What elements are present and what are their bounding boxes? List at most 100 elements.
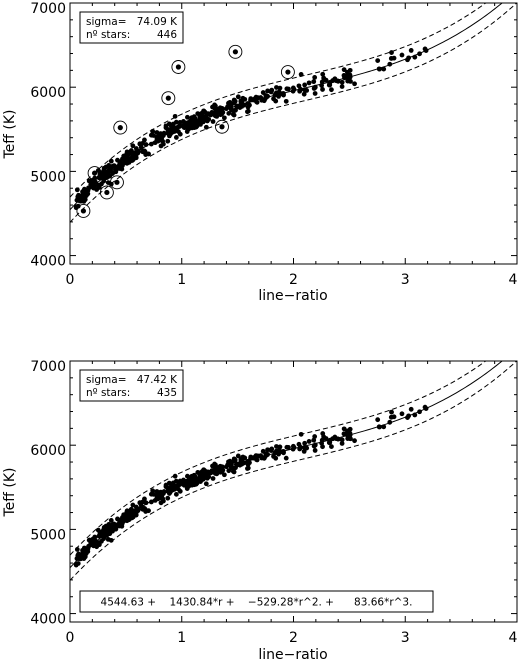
data-point	[226, 110, 232, 116]
data-point	[232, 108, 238, 113]
fit-lower-bound	[70, 3, 517, 223]
y-axis-title: Teff (K)	[2, 110, 18, 160]
data-point	[104, 189, 110, 196]
x-tick-label: 4	[509, 272, 518, 288]
data-point	[165, 138, 171, 144]
data-point	[124, 149, 130, 155]
data-point	[237, 102, 243, 108]
data-point	[129, 152, 135, 157]
data-point	[245, 465, 251, 471]
data-point	[298, 72, 304, 77]
data-point	[85, 191, 91, 197]
data-point	[110, 171, 115, 177]
data-point	[212, 461, 217, 467]
data-point	[148, 499, 154, 505]
data-point	[108, 518, 114, 523]
data-point	[399, 52, 405, 58]
data-point	[391, 55, 397, 61]
data-point	[221, 115, 227, 121]
data-point	[219, 106, 225, 111]
data-point	[273, 455, 279, 461]
stats-box: sigma= 74.09 K nº stars: 446	[79, 11, 184, 44]
x-tick-label: 0	[66, 630, 75, 646]
fit-upper-bound	[70, 361, 487, 556]
data-point	[339, 437, 345, 443]
sigma-value: 47.42 K	[137, 374, 178, 386]
stats-box-frame	[79, 369, 184, 402]
data-point	[311, 437, 317, 443]
data-point	[215, 466, 220, 471]
data-point	[115, 516, 120, 522]
sigma-value: 74.09 K	[137, 16, 178, 28]
data-point	[375, 58, 381, 63]
data-point	[423, 48, 429, 54]
data-point	[219, 124, 225, 130]
data-point	[298, 86, 303, 92]
data-point	[238, 99, 244, 105]
data-point	[204, 118, 210, 124]
data-point	[138, 145, 144, 150]
data-point	[185, 114, 190, 120]
data-point	[203, 481, 209, 487]
data-point	[208, 112, 214, 118]
data-point	[245, 462, 251, 467]
data-point	[276, 89, 282, 95]
data-point	[406, 413, 412, 419]
data-point	[193, 124, 199, 130]
data-point	[215, 107, 220, 113]
data-point	[242, 455, 248, 461]
data-point	[146, 151, 151, 157]
data-point	[312, 75, 318, 80]
data-point	[79, 195, 85, 201]
data-point	[272, 92, 278, 98]
data-point	[121, 518, 127, 524]
data-point	[121, 512, 127, 518]
data-point	[341, 67, 347, 73]
data-point	[235, 94, 241, 100]
data-point	[273, 98, 279, 104]
data-point	[329, 87, 334, 93]
data-point	[73, 561, 79, 567]
stats-box-frame	[79, 11, 184, 44]
outlier-circle	[280, 65, 295, 79]
data-point	[140, 499, 146, 505]
data-point	[417, 409, 422, 415]
data-point	[157, 131, 163, 137]
data-point	[193, 481, 199, 487]
data-point	[321, 75, 327, 81]
data-point	[129, 510, 135, 515]
data-point	[175, 64, 181, 70]
y-tick-label: 4000	[30, 254, 66, 270]
data-point	[329, 444, 334, 449]
data-point	[96, 542, 102, 548]
data-point	[165, 95, 171, 101]
data-point	[115, 157, 120, 163]
data-point	[412, 54, 418, 60]
data-point	[302, 82, 308, 88]
data-point	[117, 125, 123, 131]
outlier-markers	[76, 44, 295, 218]
data-point	[81, 545, 87, 551]
x-axis-title: line−ratio	[258, 288, 327, 304]
y-tick-label: 4000	[30, 612, 66, 628]
data-point	[133, 504, 139, 510]
x-tick-label: 2	[289, 272, 298, 288]
fit-formula: 4544.63 + 1430.84*r + −529.28*r^2. + 83.…	[101, 597, 413, 609]
data-point	[146, 508, 151, 514]
data-point	[165, 495, 171, 501]
data-point	[312, 85, 318, 90]
data-point	[260, 448, 266, 454]
data-point	[103, 530, 109, 536]
data-point	[387, 419, 393, 425]
data-point	[173, 491, 179, 497]
data-point	[281, 450, 286, 456]
nstars-value: 446	[157, 29, 177, 41]
x-tick-label: 4	[509, 630, 518, 646]
data-point	[107, 167, 113, 173]
y-axis-title: Teff (K)	[2, 468, 18, 518]
x-tick-label: 3	[401, 272, 410, 288]
data-point	[226, 468, 232, 474]
data-point	[265, 88, 270, 94]
data-point	[181, 124, 187, 130]
